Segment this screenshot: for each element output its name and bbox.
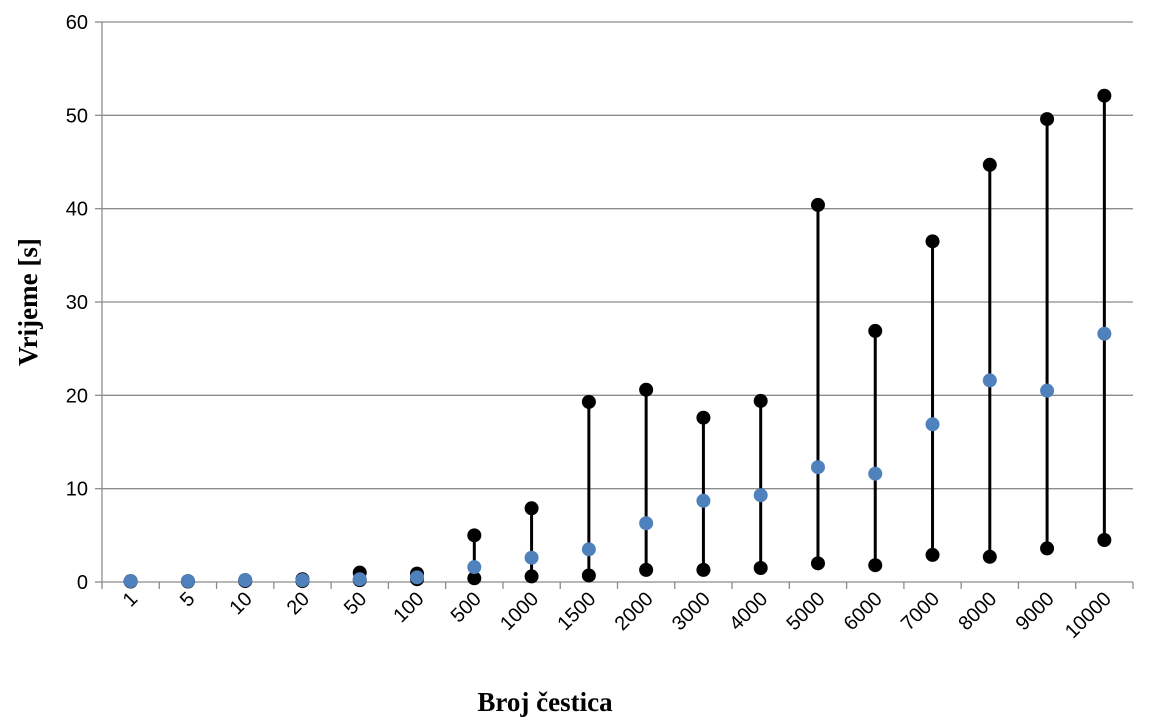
x-tick-label: 5000: [782, 588, 829, 635]
max-point-500: [467, 528, 481, 542]
x-tick-label: 20: [283, 588, 314, 619]
min-point-9000: [1040, 541, 1054, 555]
min-point-8000: [983, 550, 997, 564]
x-axis-title: Broj čestica: [477, 687, 613, 717]
max-point-5000: [811, 198, 825, 212]
y-tick-label: 20: [66, 385, 88, 407]
x-tick-label: 3000: [668, 588, 715, 635]
x-tick-label: 10: [225, 588, 256, 619]
grid-lines: [102, 22, 1133, 489]
range-lines: [131, 96, 1105, 582]
mean-point-1: [124, 574, 138, 588]
max-point-1500: [582, 395, 596, 409]
x-tick-label: 1: [119, 588, 142, 611]
max-point-10000: [1097, 89, 1111, 103]
y-tick-label: 50: [66, 105, 88, 127]
mean-point-1000: [525, 551, 539, 565]
x-tick-label: 8000: [954, 588, 1001, 635]
mean-point-8000: [983, 373, 997, 387]
max-point-8000: [983, 158, 997, 172]
max-point-4000: [754, 394, 768, 408]
axes: [95, 22, 1133, 589]
mean-point-5: [181, 574, 195, 588]
min-point-10000: [1097, 533, 1111, 547]
x-tick-label: 1500: [553, 588, 600, 635]
min-point-5000: [811, 556, 825, 570]
mean-point-2000: [639, 516, 653, 530]
mean-point-3000: [696, 494, 710, 508]
mean-point-9000: [1040, 384, 1054, 398]
max-point-9000: [1040, 112, 1054, 126]
max-point-2000: [639, 383, 653, 397]
y-tick-label: 30: [66, 292, 88, 314]
mean-point-50: [353, 572, 367, 586]
mean-point-4000: [754, 488, 768, 502]
min-point-2000: [639, 563, 653, 577]
x-tick-labels: 1 5 10 20 50 100 500 1000 1500 2000 3000 4000 5000 60…: [119, 588, 1116, 643]
min-point-1000: [525, 569, 539, 583]
y-tick-label: 10: [66, 479, 88, 501]
x-tick-label: 5: [176, 588, 199, 611]
mean-point-500: [467, 560, 481, 574]
x-tick-label: 6000: [840, 588, 887, 635]
mean-point-10000: [1097, 327, 1111, 341]
mean-point-7000: [926, 417, 940, 431]
x-tick-label: 9000: [1012, 588, 1059, 635]
x-tick-label: 1000: [496, 588, 543, 635]
mean-point-6000: [868, 467, 882, 481]
x-tick-label: 500: [447, 588, 486, 627]
x-tick-label: 7000: [897, 588, 944, 635]
max-point-6000: [868, 324, 882, 338]
y-tick-label: 0: [77, 572, 88, 594]
min-point-3000: [696, 563, 710, 577]
x-tick-label: 50: [340, 588, 371, 619]
min-point-7000: [926, 548, 940, 562]
mean-point-1500: [582, 542, 596, 556]
min-point-1500: [582, 568, 596, 582]
max-point-7000: [926, 234, 940, 248]
y-tick-labels: 0 10 20 30 40 50 60: [66, 12, 88, 594]
y-axis-title: Vrijeme [s]: [13, 238, 43, 366]
data-points: [124, 89, 1112, 589]
max-point-1000: [525, 501, 539, 515]
max-point-3000: [696, 411, 710, 425]
mean-point-100: [410, 570, 424, 584]
y-tick-label: 60: [66, 12, 88, 34]
min-point-4000: [754, 561, 768, 575]
min-point-6000: [868, 558, 882, 572]
mean-point-10: [238, 573, 252, 587]
x-tick-label: 2000: [611, 588, 658, 635]
x-tick-label: 10000: [1061, 588, 1116, 643]
mean-point-20: [295, 573, 309, 587]
y-tick-label: 40: [66, 199, 88, 221]
x-tick-label: 4000: [725, 588, 772, 635]
mean-point-5000: [811, 460, 825, 474]
x-tick-label: 100: [389, 588, 428, 627]
